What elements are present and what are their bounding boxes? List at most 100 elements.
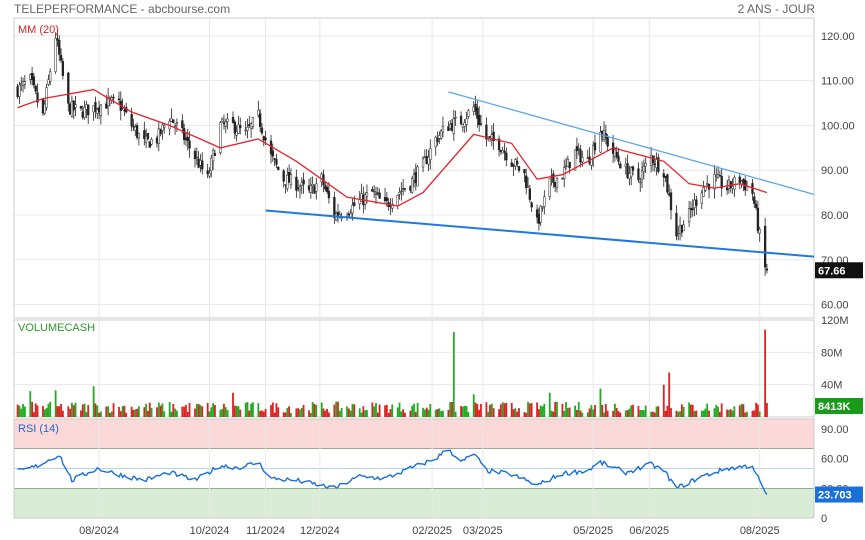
candle-body [157,128,160,144]
volume-bar [537,409,540,417]
volume-bar [85,412,88,417]
candle-body [543,196,546,207]
candle-body [427,157,430,165]
volume-bar [81,404,84,417]
candle-body [208,172,211,177]
volume-bar [552,411,555,417]
volume-bar [581,412,584,417]
candle-body [566,159,569,168]
rsi-oversold-zone [14,488,814,518]
volume-bar [541,406,544,417]
last-volume-badge: 8413K [818,401,850,413]
volume-bar [172,403,175,417]
rsi-line [17,449,768,495]
volume-bar [548,392,551,417]
volume-bar [664,410,667,417]
candle-body [146,133,150,140]
candle-body [36,92,39,103]
volume-bar [668,372,671,417]
volume-bar [489,404,491,417]
volume-bar [295,408,298,417]
volume-bar [632,404,634,417]
candle-body [619,163,622,169]
volume-bar [34,403,37,417]
candle-body [447,126,450,132]
candle-body [586,157,589,160]
candle-body [287,172,291,183]
candle-body [733,177,736,190]
volume-bar [297,408,300,417]
candle-body [300,181,303,186]
candle-body [219,122,222,154]
volume-bar [290,412,292,417]
volume-bar [391,404,394,417]
candle-body [251,117,255,128]
candle-body [29,74,32,80]
volume-bar [561,403,564,417]
candle-body [438,135,441,139]
candle-body [79,105,83,109]
candle-body [409,186,412,191]
candle-body [197,158,200,168]
candle-body [175,122,179,124]
candle-body [92,105,95,113]
volume-bar [563,410,566,417]
x-tick-label: 03/2025 [463,525,503,537]
x-tick-label: 10/2024 [190,525,230,537]
candle-body [363,194,367,205]
candle-body [105,103,108,109]
candle-body [535,209,539,218]
candle-body [186,136,189,141]
volume-bar [36,405,39,417]
candle-body [677,231,680,234]
volume-bar [71,402,73,417]
volume-bar [175,410,178,417]
volume-bar [328,412,330,417]
volume-bar [147,410,149,417]
volume-bar [702,410,705,417]
volume-bar [650,411,653,417]
volume-bar [594,405,596,417]
candle-body [325,186,329,192]
volume-bar [713,408,716,417]
volume-bar [389,409,392,417]
volume-bar [440,411,443,417]
volume-bar [554,401,557,417]
volume-bar [109,412,111,417]
candle-body [765,268,769,271]
candle-body [756,207,760,232]
volume-bar [427,409,430,417]
volume-bar [530,403,533,417]
volume-bar [123,405,126,417]
volume-bar [756,404,759,417]
volume-bars-group [16,329,768,417]
volume-bar [322,408,325,417]
volume-bar [402,409,405,417]
volume-bar [212,403,214,417]
volume-bar [398,402,401,417]
last-rsi-badge-bg [815,486,863,503]
volume-bar [501,402,504,417]
volume-bar [358,408,361,417]
price-tick-label: 90.00 [821,165,849,177]
volume-bar [80,410,82,417]
volume-bar [586,412,589,417]
candle-body [613,149,617,157]
candle-body [18,84,21,97]
volume-bar [472,394,475,417]
candle-body [434,136,437,148]
candle-body [30,73,34,80]
candle-body [653,163,656,165]
volume-bar [22,404,24,417]
volume-bar [324,410,327,417]
candle-body [668,193,671,196]
candle-body [159,128,162,135]
candle-body [725,187,729,191]
candle-body [315,183,318,192]
volume-bar [467,412,470,417]
volume-bar [615,407,618,417]
candle-body [516,160,519,165]
volume-bar [300,407,303,417]
volume-bar [58,406,61,417]
candle-body [599,131,602,153]
